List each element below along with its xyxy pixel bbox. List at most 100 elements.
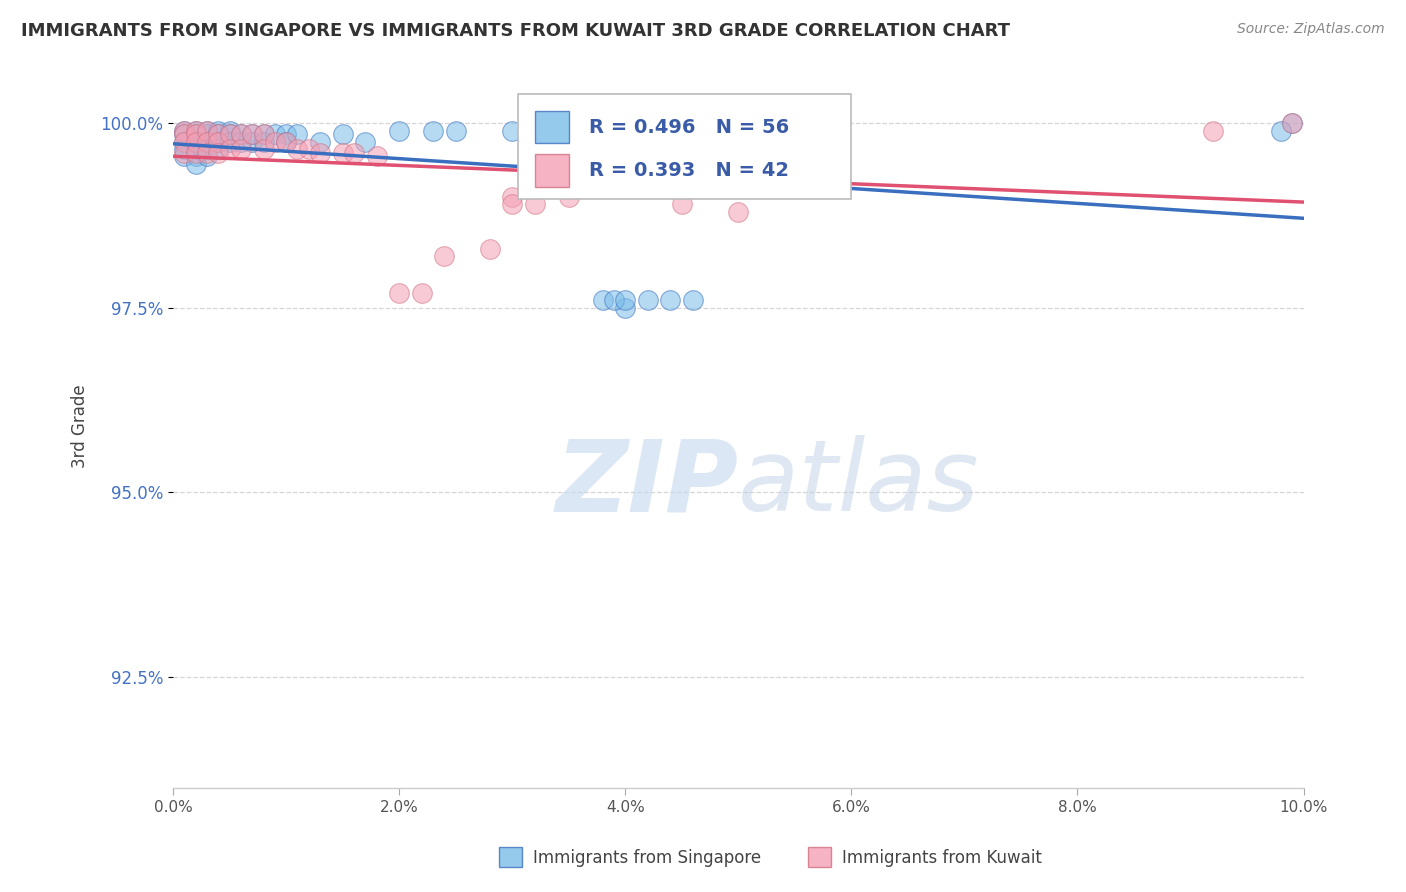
Point (240, 135, 263, 149)
Point (207, 127, 229, 141)
Point (727, 123, 749, 137)
Text: R = 0.496   N = 56: R = 0.496 N = 56 (589, 118, 789, 136)
Point (173, 135, 195, 149)
Point (173, 149, 195, 163)
Text: Immigrants from Singapore: Immigrants from Singapore (533, 849, 761, 867)
Point (252, 135, 274, 149)
Point (287, 142, 309, 156)
FancyBboxPatch shape (534, 111, 569, 144)
Point (218, 127, 240, 141)
Point (558, 190, 581, 204)
Point (637, 123, 659, 137)
Point (1281, 116, 1303, 130)
Point (252, 142, 274, 156)
Point (195, 142, 218, 156)
Text: R = 0.393   N = 42: R = 0.393 N = 42 (589, 161, 789, 180)
Point (207, 123, 229, 137)
Point (388, 285, 411, 300)
Point (614, 123, 637, 137)
Point (252, 127, 274, 141)
Point (173, 127, 195, 141)
Point (603, 123, 626, 137)
Point (343, 145, 366, 160)
Point (287, 127, 309, 141)
Point (659, 293, 682, 308)
Point (240, 127, 263, 141)
Text: Immigrants from Kuwait: Immigrants from Kuwait (842, 849, 1042, 867)
Point (309, 145, 332, 160)
Point (207, 135, 229, 149)
Point (195, 123, 218, 137)
Point (184, 145, 207, 160)
Point (173, 142, 195, 156)
Point (184, 123, 207, 137)
Point (592, 123, 614, 137)
Point (411, 285, 433, 300)
Point (614, 301, 637, 315)
Point (207, 142, 229, 156)
Point (184, 123, 207, 137)
Point (1202, 123, 1225, 137)
Point (263, 127, 285, 141)
Point (501, 197, 523, 211)
Point (184, 127, 207, 141)
Point (603, 293, 626, 308)
Y-axis label: 3rd Grade: 3rd Grade (72, 384, 89, 467)
Point (218, 135, 240, 149)
Point (637, 293, 659, 308)
Point (229, 127, 252, 141)
Point (444, 123, 467, 137)
Point (184, 142, 207, 156)
Point (682, 293, 704, 308)
Point (173, 135, 195, 149)
Point (478, 242, 501, 256)
Point (195, 127, 218, 141)
Point (422, 123, 444, 137)
Point (1270, 123, 1292, 137)
Point (184, 135, 207, 149)
Text: atlas: atlas (738, 435, 980, 533)
Point (184, 127, 207, 141)
Text: ZIP: ZIP (555, 435, 738, 533)
Point (195, 149, 218, 163)
Point (173, 123, 195, 137)
Point (184, 135, 207, 149)
Point (274, 127, 297, 141)
Point (184, 157, 207, 171)
Point (501, 190, 523, 204)
Text: IMMIGRANTS FROM SINGAPORE VS IMMIGRANTS FROM KUWAIT 3RD GRADE CORRELATION CHART: IMMIGRANTS FROM SINGAPORE VS IMMIGRANTS … (21, 22, 1010, 40)
Point (274, 135, 297, 149)
Point (195, 135, 218, 149)
Point (207, 127, 229, 141)
Point (229, 142, 252, 156)
Point (173, 145, 195, 160)
Point (592, 293, 614, 308)
Point (354, 135, 377, 149)
Point (523, 197, 546, 211)
Point (195, 145, 218, 160)
Point (614, 175, 637, 189)
Point (298, 142, 321, 156)
Point (263, 135, 285, 149)
Point (173, 123, 195, 137)
Point (501, 123, 523, 137)
Point (218, 127, 240, 141)
Point (614, 293, 637, 308)
Point (184, 149, 207, 163)
Point (332, 145, 354, 160)
Point (195, 123, 218, 137)
Point (218, 142, 240, 156)
Point (207, 135, 229, 149)
Point (252, 127, 274, 141)
Point (659, 123, 682, 137)
Text: Source: ZipAtlas.com: Source: ZipAtlas.com (1237, 22, 1385, 37)
Point (229, 127, 252, 141)
Point (229, 135, 252, 149)
Point (1281, 116, 1303, 130)
Point (671, 197, 693, 211)
Point (366, 149, 388, 163)
Point (274, 135, 297, 149)
Point (218, 123, 240, 137)
Point (240, 127, 263, 141)
Point (195, 135, 218, 149)
